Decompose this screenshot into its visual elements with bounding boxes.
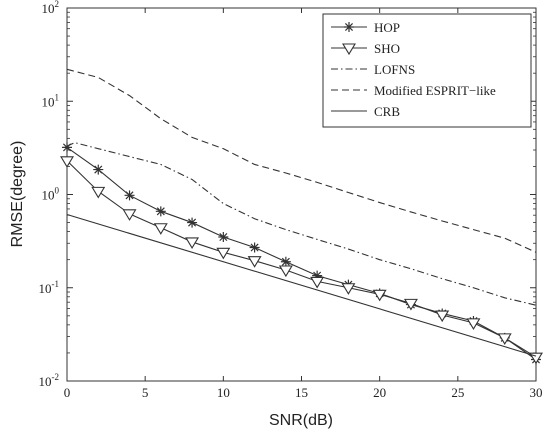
y-tick-base: 10 (42, 94, 55, 109)
y-tick-label: 100 (42, 186, 60, 203)
hop-marker (280, 256, 291, 267)
sho-marker (403, 298, 418, 311)
sho-marker (466, 318, 481, 330)
hop-marker (62, 142, 72, 153)
x-tick-label: 10 (217, 385, 230, 400)
series-1 (60, 156, 543, 365)
x-tick-label: 0 (64, 385, 71, 400)
sho-marker (435, 310, 450, 323)
series-line (66, 142, 537, 306)
legend-label: HOP (374, 20, 400, 35)
y-tick-base: 10 (39, 281, 52, 296)
y-tick-label: 101 (42, 92, 60, 109)
sho-marker (310, 276, 325, 289)
y-tick-exponent: -2 (52, 372, 60, 382)
series-line (66, 213, 537, 357)
hop-marker (312, 270, 323, 281)
series-line (66, 68, 537, 253)
y-tick-label: 102 (42, 0, 60, 16)
y-tick-exponent: 0 (55, 186, 60, 196)
y-tick-exponent: 1 (55, 92, 60, 102)
x-axis-label: SNR(dB) (269, 412, 333, 429)
x-tick-label: 20 (373, 385, 386, 400)
legend: HOP SHO LOFNS Modified ESPRIT−like CRB (322, 13, 532, 128)
sho-marker (185, 237, 200, 250)
sho-marker (372, 289, 387, 302)
legend-box (322, 13, 532, 128)
y-tick-label: 10-1 (39, 279, 60, 296)
y-axis-label: RMSE(degree) (9, 141, 26, 248)
series-line (66, 146, 537, 360)
series-3 (66, 68, 537, 253)
x-tick-label: 30 (530, 385, 543, 400)
hop-marker (187, 217, 198, 228)
legend-label: Modified ESPRIT−like (374, 83, 496, 98)
series-4 (66, 213, 537, 357)
sho-marker (216, 247, 231, 260)
y-tick-base: 10 (42, 1, 55, 16)
series-line (66, 160, 537, 358)
sho-marker (122, 209, 137, 221)
legend-label: SHO (374, 41, 400, 56)
series-2 (66, 142, 537, 306)
sho-marker (497, 333, 512, 345)
y-tick-label: 10-2 (39, 372, 60, 389)
y-tick-base: 10 (39, 374, 52, 389)
x-tick-label: 15 (295, 385, 308, 400)
hop-marker (218, 232, 229, 243)
x-tick-label: 25 (451, 385, 464, 400)
legend-label: CRB (374, 104, 400, 119)
sho-marker (91, 186, 106, 199)
y-tick-base: 10 (42, 188, 55, 203)
hop-marker (124, 190, 135, 201)
series-group (60, 68, 543, 365)
hop-marker (249, 242, 260, 253)
legend-sho-marker (342, 43, 356, 56)
hop-marker (93, 164, 104, 175)
sho-marker (278, 265, 293, 278)
sho-marker (60, 156, 74, 168)
legend-hop-marker (344, 22, 354, 32)
sho-marker (153, 223, 168, 235)
sho-marker (247, 256, 262, 268)
y-tick-exponent: 2 (55, 0, 60, 9)
y-tick-exponent: -1 (52, 279, 60, 289)
x-tick-label: 5 (142, 385, 149, 400)
hop-marker (155, 206, 166, 217)
legend-label: LOFNS (374, 62, 415, 77)
sho-marker (341, 283, 356, 295)
